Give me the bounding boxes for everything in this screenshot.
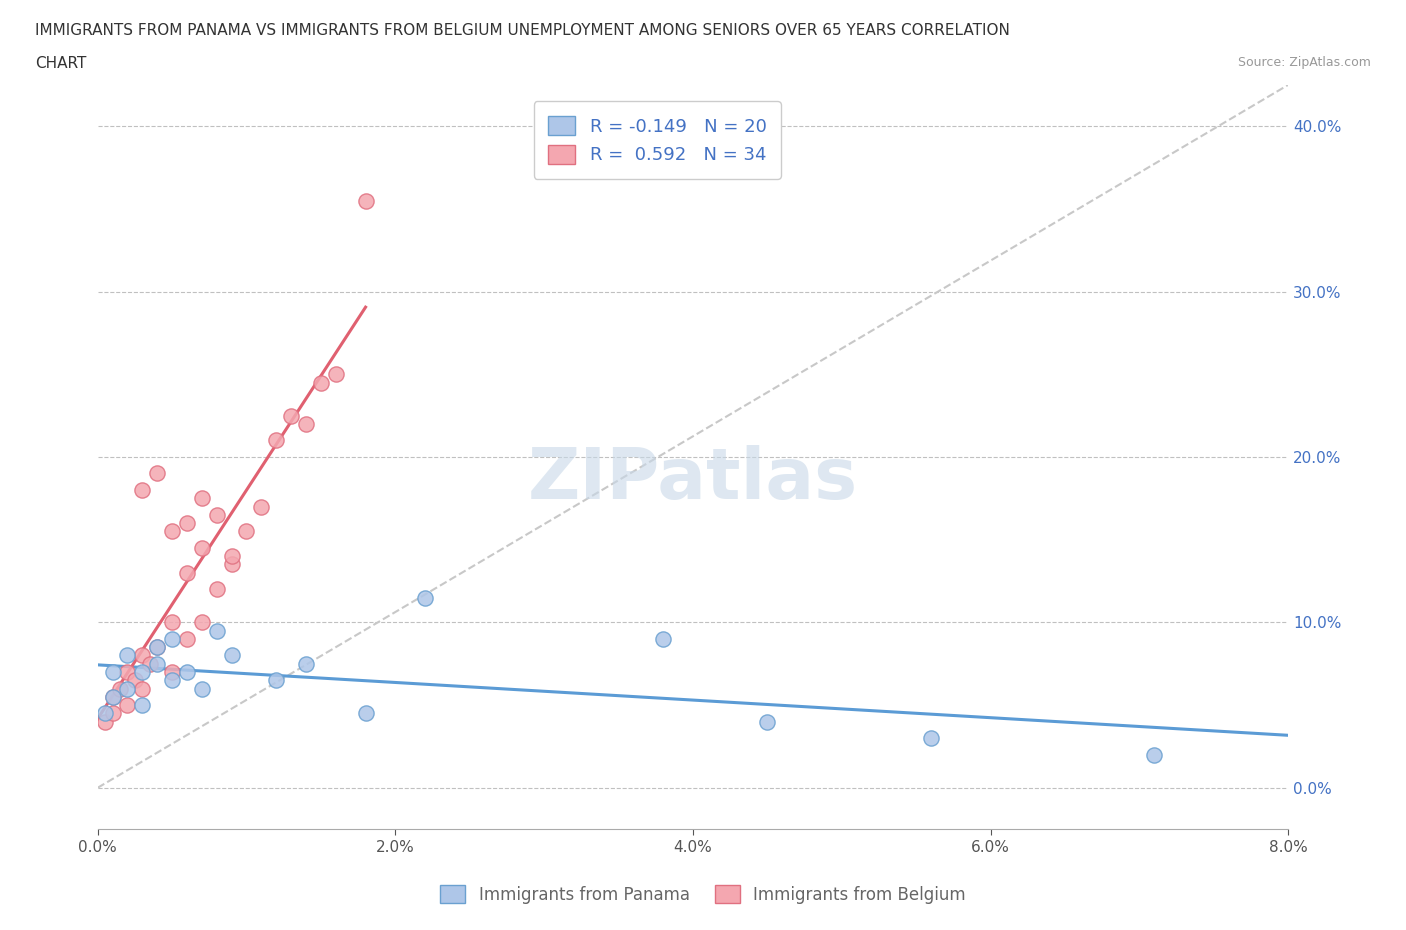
- Point: [235, 524, 257, 538]
- Point: [325, 366, 347, 381]
- Point: [146, 640, 169, 655]
- Point: [160, 615, 183, 630]
- Point: [920, 731, 942, 746]
- Point: [191, 615, 214, 630]
- Point: [354, 193, 377, 208]
- Point: [205, 623, 228, 638]
- Legend: R = -0.149   N = 20, R =  0.592   N = 34: R = -0.149 N = 20, R = 0.592 N = 34: [534, 101, 780, 179]
- Point: [309, 375, 332, 390]
- Point: [264, 672, 287, 687]
- Legend: Immigrants from Panama, Immigrants from Belgium: Immigrants from Panama, Immigrants from …: [433, 879, 973, 910]
- Point: [205, 508, 228, 523]
- Point: [191, 491, 214, 506]
- Point: [117, 681, 139, 696]
- Point: [221, 557, 243, 572]
- Point: [176, 631, 198, 646]
- Text: IMMIGRANTS FROM PANAMA VS IMMIGRANTS FROM BELGIUM UNEMPLOYMENT AMONG SENIORS OVE: IMMIGRANTS FROM PANAMA VS IMMIGRANTS FRO…: [35, 23, 1010, 38]
- Point: [101, 689, 124, 704]
- Point: [94, 714, 117, 729]
- Point: [191, 681, 214, 696]
- Point: [354, 706, 377, 721]
- Point: [146, 466, 169, 481]
- Point: [160, 665, 183, 680]
- Point: [117, 698, 139, 712]
- Point: [205, 582, 228, 597]
- Point: [94, 706, 117, 721]
- Point: [756, 714, 779, 729]
- Point: [131, 681, 153, 696]
- Point: [280, 408, 302, 423]
- Point: [131, 665, 153, 680]
- Point: [1143, 748, 1166, 763]
- Point: [295, 657, 318, 671]
- Point: [176, 515, 198, 530]
- Point: [191, 540, 214, 555]
- Point: [117, 665, 139, 680]
- Point: [250, 499, 273, 514]
- Point: [117, 648, 139, 663]
- Point: [139, 657, 162, 671]
- Point: [413, 591, 436, 605]
- Point: [221, 549, 243, 564]
- Text: CHART: CHART: [35, 56, 87, 71]
- Point: [124, 672, 146, 687]
- Text: Source: ZipAtlas.com: Source: ZipAtlas.com: [1237, 56, 1371, 69]
- Text: ZIPatlas: ZIPatlas: [529, 445, 858, 513]
- Point: [160, 524, 183, 538]
- Point: [176, 565, 198, 580]
- Point: [160, 631, 183, 646]
- Point: [131, 648, 153, 663]
- Point: [101, 706, 124, 721]
- Point: [101, 665, 124, 680]
- Point: [101, 689, 124, 704]
- Point: [131, 483, 153, 498]
- Point: [131, 698, 153, 712]
- Point: [295, 417, 318, 432]
- Point: [221, 648, 243, 663]
- Point: [160, 672, 183, 687]
- Point: [264, 433, 287, 448]
- Point: [146, 640, 169, 655]
- Point: [146, 657, 169, 671]
- Point: [108, 681, 131, 696]
- Point: [652, 631, 675, 646]
- Point: [176, 665, 198, 680]
